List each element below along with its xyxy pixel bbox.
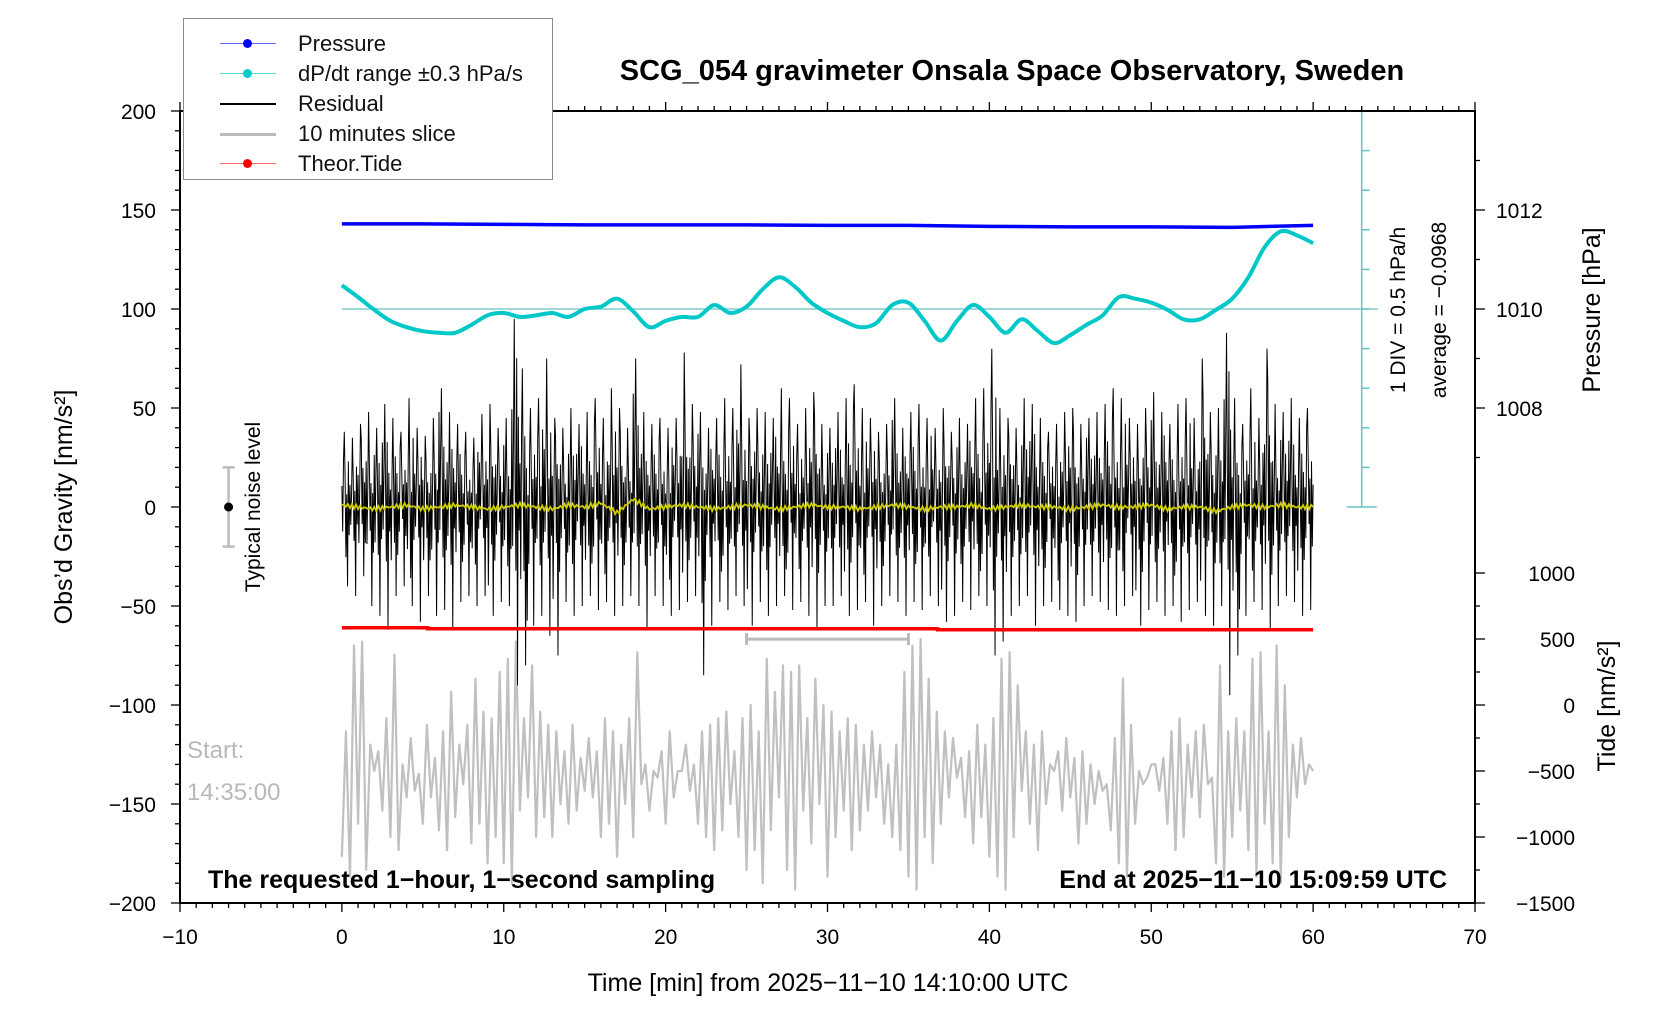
legend-label: Pressure — [298, 31, 387, 56]
tide-tick-label: 0 — [1563, 695, 1575, 718]
x-tick-label: 0 — [336, 926, 348, 949]
x-tick-label: 60 — [1301, 926, 1324, 949]
smoothed-residual-line — [341, 496, 1314, 517]
dpdt-line — [340, 228, 1315, 346]
legend-line-icon — [220, 103, 276, 105]
tide-tick-label: 1000 — [1528, 563, 1575, 586]
noise-level-dot — [224, 502, 234, 512]
chart-title: SCG_054 gravimeter Onsala Space Observat… — [620, 55, 1404, 87]
legend-item-residual: Residual — [184, 89, 552, 119]
legend: Pressure dP/dt range ±0.3 hPa/s Residual… — [183, 18, 553, 180]
theor-tide-line — [341, 626, 1314, 632]
start-time: 14:35:00 — [187, 779, 280, 806]
y-tick-label: −150 — [109, 794, 156, 817]
series-layer — [222, 111, 1378, 891]
dpdt-div-annotation: 1 DIV = 0.5 hPa/h — [1387, 227, 1410, 393]
slice-series-line — [340, 637, 1315, 891]
x-tick-label: 30 — [816, 926, 839, 949]
y-tick-label: 200 — [121, 101, 156, 124]
start-label: Start: — [187, 737, 244, 764]
legend-marker-icon — [243, 69, 252, 78]
x-tick-label: 70 — [1463, 926, 1486, 949]
y-tick-label: −100 — [109, 695, 156, 718]
legend-label: dP/dt range ±0.3 hPa/s — [298, 61, 523, 86]
y-tick-label: −50 — [120, 596, 156, 619]
legend-item-dpdt: dP/dt range ±0.3 hPa/s — [184, 59, 552, 89]
legend-marker-icon — [243, 159, 252, 168]
tide-axis-label: Tide [nm/s²] — [1593, 640, 1621, 771]
plot-frame — [179, 110, 1476, 904]
y-tick-label: 0 — [144, 497, 156, 520]
legend-label: Residual — [298, 91, 384, 116]
legend-item-slice: 10 minutes slice — [184, 119, 552, 149]
legend-item-pressure: Pressure — [184, 29, 552, 59]
tide-tick-label: −1000 — [1516, 827, 1575, 850]
x-tick-label: 40 — [978, 926, 1001, 949]
sampling-note: The requested 1−hour, 1−second sampling — [208, 866, 715, 894]
dpdt-average-annotation: average = −0.0968 — [1428, 222, 1451, 398]
legend-item-theor-tide: Theor.Tide — [184, 149, 552, 179]
tide-tick-label: −500 — [1528, 761, 1575, 784]
x-tick-label: 50 — [1140, 926, 1163, 949]
x-tick-label: 10 — [492, 926, 515, 949]
y-tick-label: 150 — [121, 200, 156, 223]
pressure-axis-label: Pressure [hPa] — [1578, 227, 1606, 392]
x-tick-label: 20 — [654, 926, 677, 949]
x-tick-label: −10 — [162, 926, 198, 949]
y-tick-label: 50 — [133, 398, 156, 421]
legend-marker-icon — [243, 39, 252, 48]
noise-level-label: Typical noise level — [242, 422, 265, 592]
x-axis-label: Time [min] from 2025−11−10 14:10:00 UTC — [588, 969, 1069, 997]
tide-tick-label: 500 — [1540, 629, 1575, 652]
legend-line-icon — [220, 133, 276, 136]
end-time-note: End at 2025−11−10 15:09:59 UTC — [1059, 866, 1447, 894]
pressure-tick-label: 1010 — [1496, 299, 1543, 322]
y-tick-label: 100 — [121, 299, 156, 322]
y-axis-label: Obs’d Gravity [nm/s²] — [50, 390, 78, 625]
pressure-line — [341, 222, 1314, 230]
residual-series-line — [341, 318, 1314, 696]
legend-label: Theor.Tide — [298, 151, 403, 176]
pressure-tick-label: 1012 — [1496, 200, 1543, 223]
legend-label: 10 minutes slice — [298, 121, 456, 146]
y-tick-label: −200 — [109, 893, 156, 916]
tide-tick-label: −1500 — [1516, 893, 1575, 916]
pressure-tick-label: 1008 — [1496, 398, 1543, 421]
